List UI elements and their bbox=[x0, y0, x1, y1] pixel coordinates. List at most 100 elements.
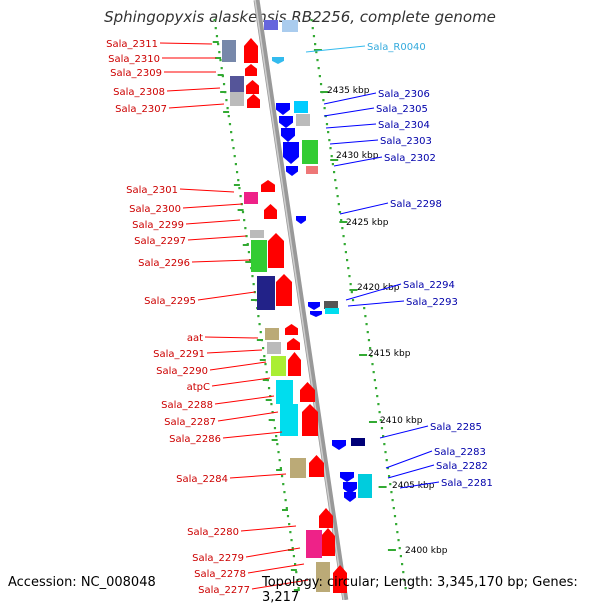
label-leader bbox=[247, 563, 305, 574]
dotted-guide-left bbox=[222, 83, 226, 86]
forward-gene-arrow bbox=[300, 382, 315, 402]
label-leader bbox=[206, 349, 263, 354]
dotted-guide-right bbox=[389, 483, 392, 486]
dotted-guide-left bbox=[228, 123, 232, 126]
dotted-guide-right bbox=[364, 315, 367, 318]
dotted-guide-left bbox=[295, 571, 298, 574]
dotted-guide-left bbox=[252, 283, 255, 286]
dotted-guide-left bbox=[297, 587, 300, 590]
label-leader bbox=[339, 202, 389, 215]
dotted-guide-right bbox=[342, 235, 345, 238]
dotted-guide-left bbox=[285, 507, 288, 510]
dotted-guide-right bbox=[328, 139, 331, 142]
gene-label-right: Sala_2306 bbox=[378, 89, 430, 100]
dotted-guide-left bbox=[214, 27, 217, 30]
dotted-guide-left bbox=[235, 171, 239, 174]
dotted-guide-right bbox=[382, 435, 385, 438]
label-leader bbox=[197, 291, 256, 301]
label-leader bbox=[347, 300, 405, 307]
label-leader bbox=[214, 395, 275, 405]
dotted-guide-left bbox=[277, 451, 280, 454]
dotted-guide-right bbox=[399, 555, 403, 558]
dotted-guide-right bbox=[343, 243, 346, 246]
dotted-guide-left bbox=[249, 259, 252, 262]
reverse-gene-arrow bbox=[281, 128, 295, 142]
dotted-guide-left bbox=[258, 323, 261, 326]
label-leader bbox=[379, 425, 429, 439]
dotted-guide-right bbox=[380, 427, 384, 430]
forward-gene-arrow bbox=[245, 64, 257, 76]
gene-block bbox=[306, 166, 318, 174]
gene-label-left: Sala_2311 bbox=[106, 39, 158, 50]
label-leader bbox=[168, 103, 225, 109]
dotted-guide-left bbox=[293, 563, 297, 566]
gene-label-left: aat bbox=[187, 333, 203, 344]
dotted-guide-left bbox=[234, 163, 237, 166]
scale-label: 2400 kbp bbox=[405, 546, 448, 556]
dotted-guide-right bbox=[327, 131, 330, 134]
gene-label-right: Sala_2294 bbox=[403, 280, 455, 291]
forward-gene-arrow bbox=[309, 455, 324, 477]
rna-gene-arrow bbox=[272, 57, 284, 64]
dotted-guide-left bbox=[286, 515, 290, 518]
dotted-guide-right bbox=[392, 507, 395, 510]
reverse-gene-arrow bbox=[276, 103, 290, 115]
dotted-guide-right bbox=[396, 531, 399, 534]
dotted-guide-left bbox=[292, 555, 296, 558]
backbone-highlight bbox=[254, 0, 345, 600]
gene-block bbox=[265, 328, 279, 340]
dotted-guide-left bbox=[237, 179, 240, 182]
dotted-guide-right bbox=[335, 187, 338, 190]
forward-gene-arrow bbox=[287, 338, 300, 350]
reverse-gene-arrow bbox=[344, 492, 356, 502]
dotted-guide-right bbox=[403, 579, 406, 582]
gene-block bbox=[250, 230, 264, 238]
label-leader bbox=[329, 139, 379, 145]
topology-text: Topology: circular; Length: 3,345,170 bp… bbox=[262, 575, 578, 605]
label-leader bbox=[399, 481, 440, 489]
dotted-guide-right bbox=[350, 291, 353, 294]
dotted-guide-right bbox=[383, 443, 386, 446]
gene-label-left: Sala_2290 bbox=[156, 366, 208, 377]
gene-label-right: Sala_2283 bbox=[434, 447, 486, 458]
dotted-guide-right bbox=[340, 219, 343, 222]
label-leader bbox=[333, 156, 383, 167]
backbone-line bbox=[253, 0, 349, 600]
reverse-gene-arrow bbox=[296, 216, 306, 224]
dotted-guide-right bbox=[391, 499, 394, 502]
forward-gene-arrow bbox=[302, 404, 318, 436]
gene-label-right: Sala_2282 bbox=[436, 461, 488, 472]
dotted-guide-right bbox=[315, 51, 318, 54]
dotted-guide-left bbox=[221, 75, 224, 78]
reverse-gene-arrow bbox=[332, 440, 346, 450]
dotted-guide-right bbox=[372, 371, 375, 374]
forward-gene-arrow bbox=[333, 565, 347, 593]
gene-label-right: Sala_2285 bbox=[430, 422, 482, 433]
dotted-guide-left bbox=[238, 187, 241, 190]
forward-gene-arrow bbox=[276, 274, 292, 306]
dotted-guide-right bbox=[402, 571, 405, 574]
gene-label-left: Sala_2277 bbox=[198, 585, 250, 596]
gene-block bbox=[257, 276, 275, 310]
dotted-guide-left bbox=[262, 347, 265, 350]
label-leader bbox=[387, 464, 435, 479]
gene-block bbox=[267, 342, 281, 354]
gene-block bbox=[264, 20, 278, 30]
dotted-guide-right bbox=[393, 515, 397, 518]
dotted-guide-left bbox=[227, 115, 230, 118]
dotted-guide-left bbox=[257, 315, 260, 318]
gene-label-left: Sala_2296 bbox=[138, 258, 190, 269]
gene-label-left: Sala_2278 bbox=[194, 569, 246, 580]
dotted-guide-right bbox=[367, 339, 371, 342]
gene-block bbox=[325, 308, 339, 314]
gene-label-left: Sala_2310 bbox=[108, 54, 160, 65]
forward-gene-arrow bbox=[264, 204, 277, 219]
label-leader bbox=[204, 336, 259, 339]
gene-block bbox=[316, 562, 330, 592]
map-title: Sphingopyxis alaskensis RB2256, complete… bbox=[104, 8, 496, 26]
dotted-guide-right bbox=[370, 355, 373, 358]
dotted-guide-left bbox=[288, 523, 291, 526]
gene-label-left: Sala_2279 bbox=[192, 553, 244, 564]
gene-label-left: Sala_2284 bbox=[176, 474, 228, 485]
dotted-guide-left bbox=[218, 51, 221, 54]
